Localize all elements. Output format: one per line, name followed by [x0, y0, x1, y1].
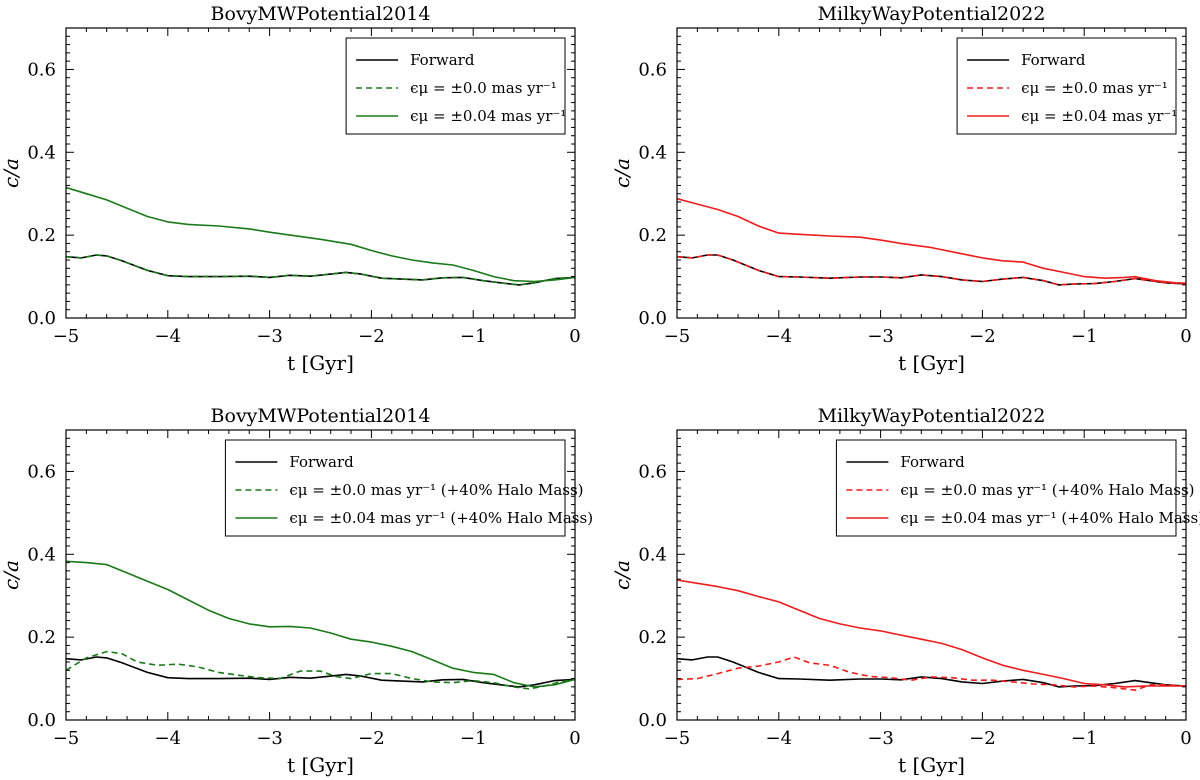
series-group: [66, 186, 575, 286]
series-line-3: [66, 560, 575, 688]
y-tick-label: 0.6: [27, 461, 56, 482]
x-axis-label: t [Gyr]: [898, 753, 965, 777]
x-tick-label: −4: [155, 728, 182, 749]
y-axis-label: c/a: [0, 560, 23, 590]
legend: Forward ϵμ = ±0.0 mas yr⁻¹ ϵμ = ±0.04 mas …: [956, 37, 1177, 135]
x-tick-label: −3: [256, 326, 283, 347]
y-tick-label: 0.4: [638, 142, 667, 163]
x-tick-label: −1: [460, 728, 487, 749]
legend-label: Forward: [900, 453, 965, 471]
y-axis-label: c/a: [610, 560, 634, 590]
x-tick-label: −5: [53, 326, 80, 347]
series-line-3: [66, 186, 575, 283]
panel-title: MilkyWayPotential2022: [818, 405, 1046, 427]
plot-frame: [65, 27, 576, 319]
x-tick-label: −1: [1071, 728, 1098, 749]
series-line-2: [677, 656, 1186, 692]
series-line-2: [66, 254, 575, 286]
x-tick-label: 0: [569, 326, 580, 347]
y-tick-label: 0.6: [27, 59, 56, 80]
legend-box: [345, 37, 566, 135]
legend-label: ϵμ = ±0.04 mas yr⁻¹: [1021, 107, 1177, 125]
panel-2: MilkyWayPotential2022 −5 −4 −3 −2 −1 0 0.0 0.2 0.…: [610, 3, 1192, 375]
legend: Forward ϵμ = ±0.0 mas yr⁻¹ (+40% Halo Mas…: [835, 439, 1200, 537]
series-group: [66, 560, 575, 690]
y-axis-label: c/a: [610, 158, 634, 188]
series-line-1: [66, 656, 575, 688]
x-tick-label: −2: [358, 728, 385, 749]
x-tick-label: 0: [1180, 326, 1191, 347]
y-tick-label: 0.2: [638, 627, 667, 648]
x-tick-label: −5: [664, 326, 691, 347]
y-axis-label: c/a: [0, 158, 23, 188]
x-tick-label: −5: [664, 728, 691, 749]
x-tick-label: −2: [969, 728, 996, 749]
y-tick-label: 0.0: [638, 308, 667, 329]
panel-title: BovyMWPotential2014: [211, 405, 431, 427]
x-tick-label: −3: [867, 326, 894, 347]
y-tick-label: 0.6: [638, 461, 667, 482]
y-tick-label: 0.6: [638, 59, 667, 80]
legend-label: ϵμ = ±0.04 mas yr⁻¹: [410, 107, 566, 125]
y-tick-label: 0.2: [638, 225, 667, 246]
series-line-1: [66, 254, 575, 286]
y-tick-label: 0.0: [27, 308, 56, 329]
legend-label: ϵμ = ±0.0 mas yr⁻¹ (+40% Halo Mass): [900, 481, 1194, 499]
x-tick-label: −3: [867, 728, 894, 749]
plot-frame: [65, 429, 576, 721]
x-tick-label: −2: [358, 326, 385, 347]
x-tick-label: 0: [569, 728, 580, 749]
panel-4: MilkyWayPotential2022 −5 −4 −3 −2 −1 0 0.0 0.2 0.…: [610, 405, 1200, 777]
legend-label: ϵμ = ±0.04 mas yr⁻¹ (+40% Halo Mass): [289, 509, 593, 527]
series-group: [677, 197, 1186, 286]
x-tick-label: −4: [766, 728, 793, 749]
x-tick-label: −1: [1071, 326, 1098, 347]
plot-frame: [676, 27, 1187, 319]
legend-label: Forward: [410, 51, 475, 69]
x-tick-label: 0: [1180, 728, 1191, 749]
panel-title: BovyMWPotential2014: [211, 3, 431, 25]
panel-3: BovyMWPotential2014 −5 −4 −3 −2 −1 0 0.0 0.2 0.4 0…: [0, 405, 593, 777]
series-line-1: [677, 656, 1186, 688]
series-line-2: [677, 254, 1186, 286]
legend: Forward ϵμ = ±0.0 mas yr⁻¹ (+40% Halo Mas…: [224, 439, 593, 537]
x-tick-label: −5: [53, 728, 80, 749]
x-axis-label: t [Gyr]: [898, 351, 965, 375]
y-tick-label: 0.0: [27, 710, 56, 731]
x-tick-label: −4: [155, 326, 182, 347]
y-tick-label: 0.4: [638, 544, 667, 565]
legend-label: Forward: [1021, 51, 1086, 69]
legend-box: [956, 37, 1177, 135]
x-axis-label: t [Gyr]: [287, 351, 354, 375]
legend-box: [835, 439, 1177, 537]
series-line-1: [677, 254, 1186, 286]
panel-title: MilkyWayPotential2022: [818, 3, 1046, 25]
series-group: [677, 579, 1186, 692]
x-tick-label: −3: [256, 728, 283, 749]
legend: Forward ϵμ = ±0.0 mas yr⁻¹ ϵμ = ±0.04 mas …: [345, 37, 566, 135]
y-tick-label: 0.4: [27, 544, 56, 565]
x-tick-label: −2: [969, 326, 996, 347]
panel-1: BovyMWPotential2014 −5 −4 −3 −2 −1 0 0.0 0.2 0.4 0…: [0, 3, 581, 375]
series-line-3: [677, 579, 1186, 688]
y-tick-label: 0.2: [27, 627, 56, 648]
x-axis-label: t [Gyr]: [287, 753, 354, 777]
y-tick-label: 0.2: [27, 225, 56, 246]
series-line-3: [677, 197, 1186, 284]
legend-box: [224, 439, 566, 537]
x-tick-label: −1: [460, 326, 487, 347]
legend-label: Forward: [289, 453, 354, 471]
legend-label: ϵμ = ±0.04 mas yr⁻¹ (+40% Halo Mass): [900, 509, 1200, 527]
legend-label: ϵμ = ±0.0 mas yr⁻¹: [1021, 79, 1168, 97]
legend-label: ϵμ = ±0.0 mas yr⁻¹: [410, 79, 557, 97]
series-line-2: [66, 650, 575, 690]
x-tick-label: −4: [766, 326, 793, 347]
plot-frame: [676, 429, 1187, 721]
y-tick-label: 0.0: [638, 710, 667, 731]
y-tick-label: 0.4: [27, 142, 56, 163]
legend-label: ϵμ = ±0.0 mas yr⁻¹ (+40% Halo Mass): [289, 481, 583, 499]
